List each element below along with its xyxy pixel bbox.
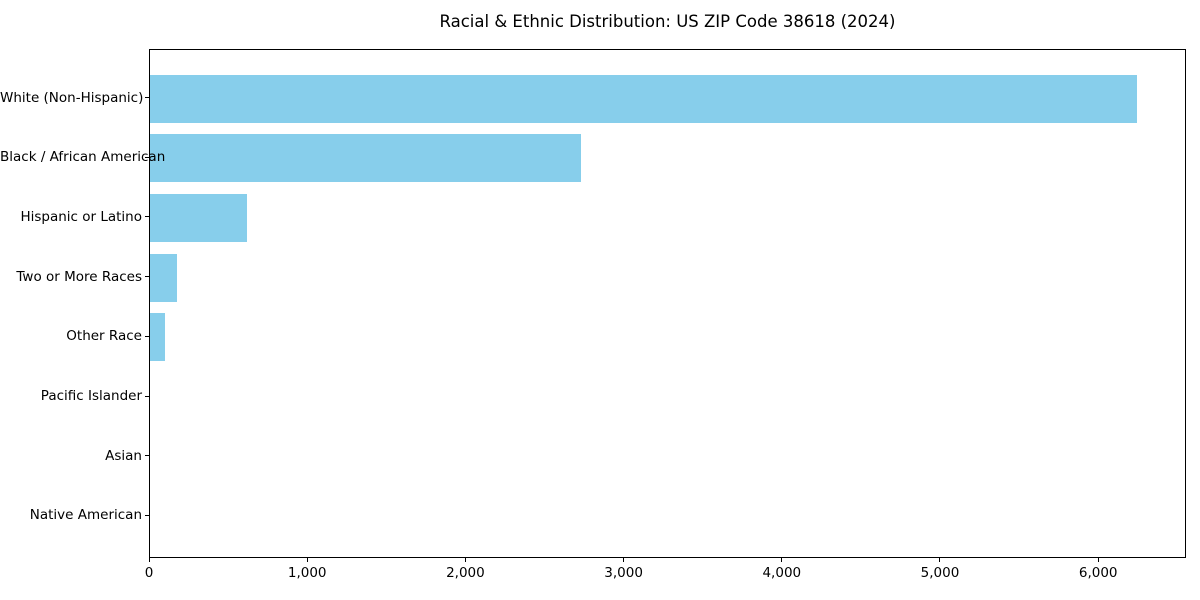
x-tick-mark: [306, 558, 308, 562]
x-tick-mark: [464, 558, 466, 562]
y-axis-label-pacific-islander: Pacific Islander: [40, 388, 142, 404]
bar-hispanic-or-latino: [150, 193, 248, 242]
y-axis-label-black-african-american: Black / African American: [0, 149, 166, 166]
y-axis-label-native-american: Native American: [29, 507, 142, 524]
x-axis-label: 2,000: [446, 565, 485, 581]
x-axis-label: 4,000: [762, 565, 802, 581]
y-axis-label-two-or-more-races: Two or More Races: [16, 268, 142, 285]
plot-area: [149, 49, 1186, 558]
y-tick-mark: [145, 216, 149, 218]
bar-black-african-american: [150, 134, 582, 183]
bar-white-non-hispanic: [150, 74, 1138, 123]
y-axis-label-hispanic-or-latino: Hispanic or Latino: [20, 208, 142, 225]
y-tick-mark: [145, 514, 149, 516]
y-tick-mark: [145, 276, 149, 278]
x-axis-label: 0: [144, 565, 154, 581]
y-axis-label-other-race: Other Race: [66, 328, 142, 345]
y-tick-mark: [145, 97, 149, 98]
x-tick-mark: [781, 558, 783, 562]
x-axis-label: 5,000: [920, 565, 960, 581]
y-tick-mark: [145, 156, 149, 158]
x-axis-label: 1,000: [287, 565, 327, 581]
bar-other-race: [150, 313, 166, 362]
y-axis-label-white-non-hispanic: White (Non-Hispanic): [0, 89, 144, 106]
bar-two-or-more-races: [150, 253, 177, 302]
x-tick-mark: [939, 558, 941, 562]
x-tick-mark: [148, 558, 150, 562]
chart-title: Racial & Ethnic Distribution: US ZIP Cod…: [439, 12, 896, 31]
x-axis-label: 6,000: [1078, 565, 1118, 581]
x-axis-label: 3,000: [604, 565, 643, 581]
x-tick-mark: [623, 558, 625, 562]
y-tick-mark: [145, 395, 149, 397]
y-tick-mark: [145, 455, 149, 457]
y-tick-mark: [145, 335, 149, 337]
y-axis-label-asian: Asian: [105, 447, 142, 464]
x-tick-mark: [1097, 558, 1099, 562]
